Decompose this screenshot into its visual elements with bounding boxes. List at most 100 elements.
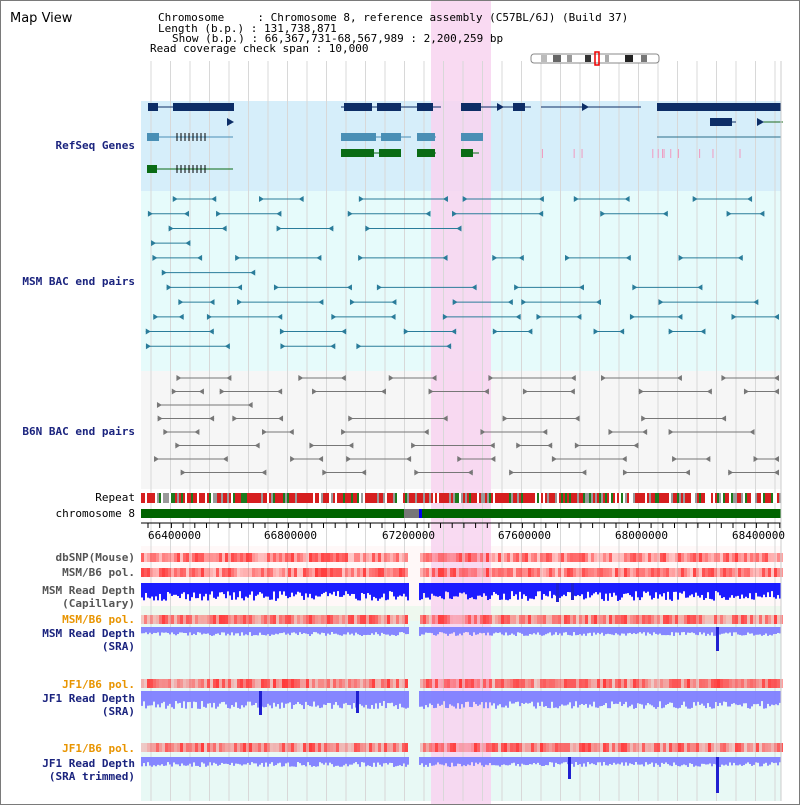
polymorphism-bin [384, 553, 387, 562]
track-label-refseq[interactable]: RefSeq Genes [55, 139, 135, 152]
repeat-feature [437, 493, 439, 503]
read-depth-bin [743, 691, 745, 704]
polymorphism-bin [432, 568, 435, 577]
bac-end-marker [356, 343, 362, 350]
polymorphism-bin [384, 568, 387, 577]
read-depth-bin [351, 757, 353, 765]
bac-end-marker [341, 429, 347, 435]
track-label-jf1-b6-pol-1[interactable]: JF1/B6 pol. [62, 678, 135, 691]
polymorphism-bin [477, 553, 480, 562]
read-depth-bin [775, 691, 777, 705]
read-depth-bin [289, 583, 291, 598]
track-label-msm-b6-pol-2[interactable]: MSM/B6 pol. [62, 613, 135, 626]
polymorphism-bin [465, 679, 468, 688]
read-depth-bin [243, 627, 245, 636]
polymorphism-bin [642, 679, 645, 688]
polymorphism-bin [675, 553, 678, 562]
track-label-jf1-depth-trimmed[interactable]: JF1 Read Depth [42, 757, 135, 770]
polymorphism-bin [195, 553, 198, 562]
bac-end-marker [346, 456, 352, 462]
polymorphism-bin [777, 743, 780, 752]
repeat-feature [461, 493, 463, 503]
polymorphism-bin [654, 743, 657, 752]
track-label-b6n-bac[interactable]: B6N BAC end pairs [22, 425, 135, 438]
track-label-dbsnp[interactable]: dbSNP(Mouse) [55, 551, 135, 564]
read-depth-bin [773, 583, 775, 598]
polymorphism-bin [477, 615, 480, 624]
track-label-msm-b6-pol-1[interactable]: MSM/B6 pol. [62, 566, 135, 579]
read-depth-bin [515, 627, 517, 636]
read-depth-bin [249, 757, 251, 765]
repeat-feature [201, 493, 203, 503]
repeat-feature [767, 493, 769, 503]
repeat-feature [329, 493, 331, 503]
track-label-jf1-b6-pol-2[interactable]: JF1/B6 pol. [62, 742, 135, 755]
polymorphism-bin [165, 553, 168, 562]
read-depth-bin [689, 627, 691, 633]
polymorphism-bin [330, 679, 333, 688]
polymorphism-bin [591, 553, 594, 562]
polymorphism-bin [591, 615, 594, 624]
repeat-feature [695, 493, 697, 503]
read-depth-bin [773, 757, 775, 764]
polymorphism-bin [717, 568, 720, 577]
read-depth-bin [529, 627, 531, 634]
polymorphism-bin [222, 553, 225, 562]
polymorphism-bin [336, 553, 339, 562]
polymorphism-bin [612, 615, 615, 624]
read-depth-bin [555, 627, 557, 633]
repeat-feature [221, 493, 223, 503]
bac-end-marker [632, 284, 638, 291]
polymorphism-bin [744, 615, 747, 624]
polymorphism-bin [702, 553, 705, 562]
polymorphism-bin [333, 553, 336, 562]
read-depth-bin [321, 757, 323, 764]
bac-end-marker [278, 415, 284, 422]
polymorphism-bin [186, 743, 189, 752]
read-depth-bin [561, 757, 563, 764]
repeat-feature [537, 493, 539, 503]
bac-end-marker [706, 388, 712, 395]
repeat-feature [579, 493, 581, 503]
bac-end-marker [261, 429, 267, 435]
read-depth-bin [621, 691, 623, 706]
read-depth-bin [523, 627, 525, 636]
read-depth-bin [211, 691, 213, 708]
repeat-feature [295, 493, 297, 503]
track-label-jf1-depth-sra[interactable]: JF1 Read Depth [42, 692, 135, 705]
read-depth-bin [721, 691, 723, 706]
read-depth-bin [501, 583, 503, 600]
track-label-msm-depth-capillary[interactable]: MSM Read Depth [42, 584, 135, 597]
read-depth-bin [389, 691, 391, 704]
read-depth-bin [751, 627, 753, 634]
read-depth-bin [727, 757, 729, 766]
read-depth-bin [153, 691, 155, 702]
repeat-feature [683, 493, 685, 503]
ruler-tick-label: 67600000 [498, 529, 551, 542]
polymorphism-bin [483, 679, 486, 688]
polymorphism-bin [336, 679, 339, 688]
polymorphism-bin [585, 743, 588, 752]
read-depth-bin [327, 757, 329, 766]
track-label-repeat[interactable]: Repeat [95, 491, 135, 504]
bac-end-marker [197, 254, 203, 261]
track-label-msm-depth-sra[interactable]: MSM Read Depth [42, 627, 135, 640]
read-depth-bin [487, 583, 489, 601]
bac-end-marker [622, 469, 628, 476]
polymorphism-bin [171, 568, 174, 577]
read-depth-bin [461, 627, 463, 636]
read-depth-bin [751, 583, 753, 600]
track-label-msm-bac[interactable]: MSM BAC end pairs [22, 275, 135, 288]
bac-end-marker [608, 429, 614, 435]
bac-end-marker [692, 196, 698, 202]
bac-end-marker [194, 429, 200, 435]
polymorphism-bin [612, 553, 615, 562]
polymorphism-bin [558, 568, 561, 577]
read-depth-bin [297, 757, 299, 763]
read-depth-bin [327, 691, 329, 703]
read-depth-bin [495, 627, 497, 633]
read-depth-bin [575, 627, 577, 636]
track-label-chromosome[interactable]: chromosome 8 [55, 507, 135, 520]
read-depth-bin [395, 757, 397, 767]
